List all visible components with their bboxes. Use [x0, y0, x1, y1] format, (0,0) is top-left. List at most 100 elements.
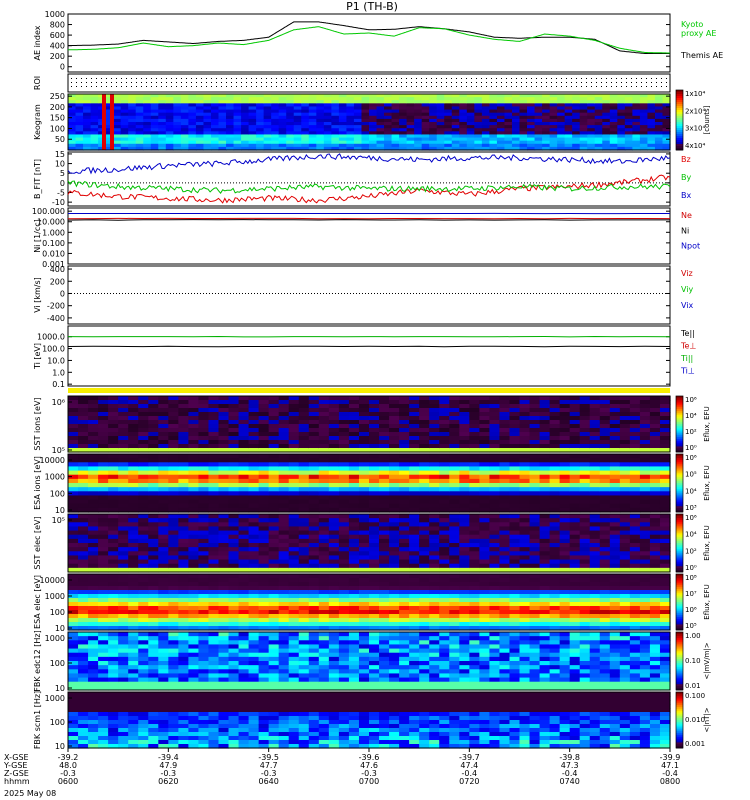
esa_ion-cell [188, 474, 200, 480]
sst_ion-cell [358, 448, 370, 453]
sst_ion-cell [569, 400, 581, 405]
roi-dot [101, 82, 102, 83]
keogram-cell [361, 143, 370, 148]
esa_ion-cell [559, 458, 571, 463]
keogram-cell [444, 94, 453, 98]
sst_ion-cell [649, 424, 661, 429]
sst_elec-cell [369, 555, 380, 561]
sst_elec-cell [389, 567, 400, 573]
roi-dot [251, 82, 252, 83]
sst_elec-cell [649, 530, 661, 536]
sst_elec-cell [238, 555, 250, 561]
roi-dot [651, 78, 652, 79]
esa_elec-cell [208, 586, 220, 591]
sst_ion-cell [178, 404, 189, 409]
esa_elec-cell [268, 594, 280, 599]
keogram-cell [203, 112, 212, 117]
esa_elec-cell [258, 598, 270, 603]
keogram-cell [384, 128, 393, 132]
sst_elec-cell [68, 555, 79, 561]
esa_elec-cell [88, 598, 99, 603]
sst_ion-cell [228, 432, 240, 437]
sst_ion-cell [449, 448, 460, 453]
keogram-cell [346, 115, 355, 120]
roi-dot [131, 86, 132, 87]
keogram-cell [165, 103, 174, 108]
sst_ion-cell [509, 448, 521, 453]
sst_elec-cell [439, 551, 450, 557]
sst_elec-cell [218, 563, 230, 569]
sst_ion-cell [128, 436, 139, 441]
esa_ion-cell [298, 491, 310, 497]
esa_ion-cell [128, 499, 139, 505]
sst_ion-cell [649, 444, 661, 449]
sst_ion-cell [649, 416, 661, 421]
sst_ion-cell [148, 424, 159, 429]
sst_elec-cell [188, 543, 200, 548]
sst_elec-cell [358, 563, 370, 569]
esa_ion-cell [228, 491, 240, 497]
esa_elec-cell [118, 598, 129, 603]
keogram-cell [195, 122, 205, 126]
keogram-cell [353, 146, 363, 151]
esa_ion-cell [489, 458, 501, 463]
sst_elec-cell [369, 514, 380, 519]
keogram-cell [481, 128, 491, 132]
sst_elec-cell [258, 514, 270, 519]
sst_elec-cell [228, 547, 240, 552]
sst_ion-cell [328, 448, 340, 453]
sst_elec-cell [298, 514, 310, 519]
esa_ion-cell [88, 487, 99, 492]
keogram-cell [135, 115, 144, 120]
keogram-cell [128, 115, 137, 120]
sst_elec-cell [379, 543, 390, 548]
sst_ion-cell [559, 440, 571, 445]
keogram-cell [301, 146, 310, 151]
esa_ion-cell [529, 503, 541, 509]
keogram-cell [316, 146, 325, 151]
roi-dot [546, 78, 547, 79]
sst_elec-colorbar-cell [676, 564, 683, 567]
esa_elec-cell [138, 594, 149, 599]
sst_elec-cell [459, 547, 470, 552]
roi-dot [466, 86, 467, 87]
esa_ion-cell [529, 466, 541, 472]
esa_ion-cell [559, 483, 571, 488]
sst_elec-colorbar-cell [676, 541, 683, 544]
keogram-cell [481, 100, 491, 104]
esa_ion-cell [379, 507, 390, 513]
esa_ion-cell [489, 483, 501, 488]
sst_ion-cell [409, 432, 420, 437]
keogram-cell [399, 106, 408, 111]
esa_elec-cell [98, 602, 109, 607]
esa_elec-cell [248, 574, 260, 579]
sst_ion-cell [659, 404, 671, 409]
keogram-colorbar-cell [676, 110, 683, 113]
keogram-cell [293, 128, 302, 132]
roi-dot [526, 78, 527, 79]
keogram-cell [113, 131, 122, 136]
keogram-cell [459, 103, 468, 108]
roi-dot [191, 82, 192, 83]
esa_ion-cell [218, 466, 230, 472]
keogram-cell [203, 134, 212, 139]
esa_ion-cell [78, 495, 89, 501]
esa_ion-cell [509, 507, 521, 513]
sst_ion-cell [619, 424, 631, 429]
keogram-cell [286, 112, 295, 117]
sst_ion-cell [459, 428, 470, 433]
keogram-cell [233, 140, 242, 145]
keogram-cell [248, 103, 257, 108]
keogram-cell [75, 134, 84, 139]
sst_ion-cell [529, 408, 541, 413]
keogram-cell [203, 146, 212, 151]
sst_elec-cell [619, 547, 631, 552]
keogram-cell [128, 128, 137, 132]
keogram-cell [459, 146, 468, 151]
sst_elec-cell [168, 555, 179, 561]
sst_ion-cell [318, 436, 330, 441]
keogram-cell [83, 106, 92, 111]
esa_ion-cell [118, 487, 129, 492]
sst_elec-cell [208, 567, 220, 573]
esa_elec-cell [318, 606, 330, 611]
